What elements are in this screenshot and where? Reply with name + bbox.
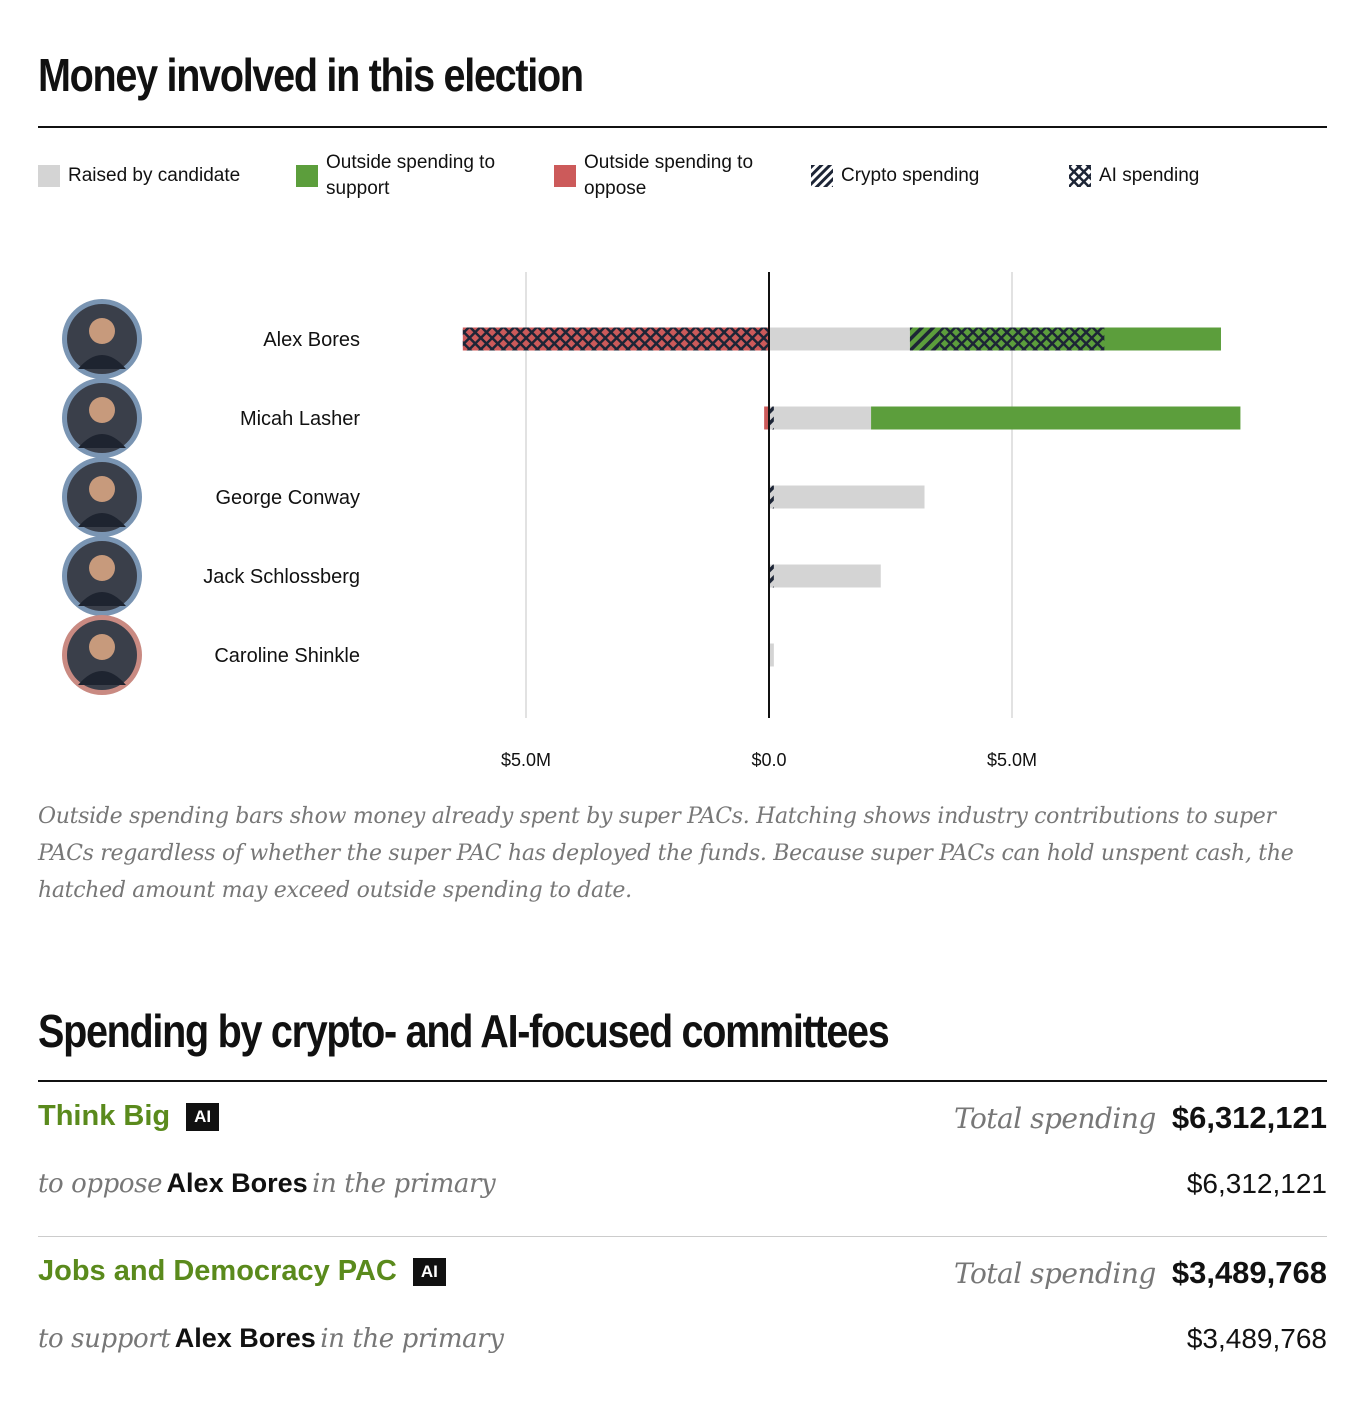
section-title-committees: Spending by crypto- and AI-focused commi…	[38, 1005, 890, 1057]
bar-raised	[769, 643, 774, 667]
legend-item-ai: AI spending	[1069, 148, 1299, 204]
committee-target-line: to support Alex Bores in the primary	[38, 1323, 504, 1354]
legend-item-support: Outside spending to support	[296, 148, 526, 204]
bar-hatch-crypto	[909, 327, 940, 351]
section-title-money: Money involved in this election	[38, 49, 584, 101]
committee-row: Think Big AI Total spending $6,312,121 t…	[38, 1100, 1327, 1220]
avatar-face	[89, 397, 115, 423]
committee-target-line: to oppose Alex Bores in the primary	[38, 1168, 496, 1199]
bar-raised	[769, 406, 872, 430]
avatar-shoulders	[78, 592, 126, 606]
bar-oppose	[764, 406, 769, 430]
total-spending-value: $6,312,121	[1171, 1100, 1327, 1135]
legend-label: AI spending	[1099, 165, 1200, 186]
candidate-bar-group	[769, 564, 881, 588]
legend-label: Outside spending to oppose	[584, 152, 754, 199]
avatar-photo-alex-bores	[62, 299, 142, 379]
candidate-name: Micah Lasher	[240, 408, 360, 430]
bar-raised	[769, 564, 881, 588]
avatar-shoulders	[78, 355, 126, 369]
legend-label: Raised by candidate	[68, 165, 241, 186]
avatar-face	[89, 555, 115, 581]
legend-swatch-ai	[1069, 165, 1091, 187]
avatar-shoulders	[78, 513, 126, 527]
target-amount: $6,312,121	[1186, 1168, 1327, 1199]
legend-item-oppose: Outside spending to oppose	[554, 148, 784, 204]
target-amount: $3,489,768	[1186, 1323, 1327, 1354]
avatar-photo-jack-schlossberg	[62, 536, 142, 616]
bar-hatch-ai	[462, 327, 769, 351]
candidate-bar-group	[769, 643, 774, 667]
chart-legend: Raised by candidate Outside spending to …	[38, 148, 1327, 208]
target-candidate[interactable]: Alex Bores	[174, 1323, 316, 1353]
avatar-face	[89, 318, 115, 344]
bar-hatch-crypto	[769, 406, 774, 430]
legend-swatch-crypto	[811, 165, 833, 187]
avatar-shoulders	[78, 434, 126, 448]
bar-hatch-crypto	[769, 485, 774, 509]
avatar-photo-caroline-shinkle	[62, 615, 142, 695]
bar-hatch-ai	[939, 327, 1105, 351]
candidate-name: Alex Bores	[263, 329, 360, 351]
ai-badge: AI	[186, 1102, 220, 1131]
avatar-photo-george-conway	[62, 457, 142, 537]
candidate-name: George Conway	[215, 487, 360, 509]
target-suffix: in the primary	[320, 1324, 504, 1354]
candidate-name: Jack Schlossberg	[203, 566, 360, 588]
committee-name[interactable]: Jobs and Democracy PAC	[38, 1255, 397, 1287]
candidate-bar-group	[764, 406, 1241, 430]
target-candidate[interactable]: Alex Bores	[166, 1168, 308, 1198]
committee-row: Jobs and Democracy PAC AI Total spending…	[38, 1255, 1327, 1375]
avatar-face	[89, 476, 115, 502]
avatar-photo-micah-lasher	[62, 378, 142, 458]
target-prefix: to support	[38, 1324, 171, 1354]
legend-label: Outside spending to support	[326, 152, 496, 199]
total-spending-label: Total spending	[953, 1102, 1156, 1135]
x-tick-label: $0.0	[751, 750, 786, 770]
legend-label: Crypto spending	[841, 165, 980, 186]
x-tick-label: $5.0M	[501, 750, 551, 770]
total-spending-value: $3,489,768	[1171, 1255, 1327, 1290]
committee-divider	[38, 1236, 1327, 1237]
bar-raised	[769, 485, 925, 509]
bar-hatch-crypto	[769, 564, 774, 588]
committees-rule	[38, 1080, 1327, 1082]
x-tick-label: $5.0M	[987, 750, 1037, 770]
legend-swatch-support	[296, 165, 318, 187]
spending-chart: Alex Bores Micah Lasher George Conway Jack …	[62, 272, 1241, 770]
target-suffix: in the primary	[312, 1169, 496, 1199]
ai-badge: AI	[412, 1257, 446, 1286]
legend-swatch-oppose	[554, 165, 576, 187]
avatar-shoulders	[78, 671, 126, 685]
candidate-name: Caroline Shinkle	[214, 645, 360, 667]
legend-item-raised: Raised by candidate	[38, 148, 268, 204]
candidate-bar-group	[769, 485, 925, 509]
target-prefix: to oppose	[38, 1169, 163, 1199]
chart-footnote: Outside spending bars show money already…	[38, 804, 1294, 903]
avatar-face	[89, 634, 115, 660]
bar-support	[871, 406, 1241, 430]
legend-swatch-raised	[38, 165, 60, 187]
committee-name[interactable]: Think Big	[38, 1100, 171, 1132]
legend-item-crypto: Crypto spending	[811, 148, 1041, 204]
candidate-bar-group	[462, 327, 1221, 351]
total-spending-label: Total spending	[953, 1257, 1156, 1290]
title-rule	[38, 126, 1327, 128]
bar-raised	[769, 327, 910, 351]
